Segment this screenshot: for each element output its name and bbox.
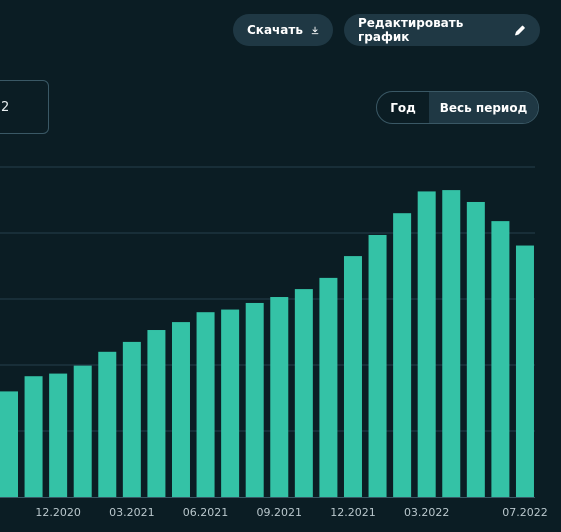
download-icon	[311, 26, 319, 34]
bar-07.2021[interactable]	[221, 309, 240, 497]
x-tick-label: 06.2021	[183, 506, 229, 519]
bar-12.2021[interactable]	[343, 256, 362, 497]
bar-03.2021[interactable]	[122, 341, 141, 497]
period-option-year[interactable]: Год	[390, 100, 416, 115]
pencil-icon	[515, 25, 525, 35]
bar-07.2022[interactable]	[515, 245, 534, 497]
bar-11.2021[interactable]	[319, 277, 338, 497]
download-button-label: Скачать	[247, 23, 303, 37]
bars	[0, 190, 534, 498]
bar-02.2022[interactable]	[393, 213, 412, 497]
bar-08.2021[interactable]	[245, 302, 264, 497]
bar-01.2021[interactable]	[73, 365, 92, 497]
indicator-select-value: 2	[1, 99, 10, 115]
bar-04.2021[interactable]	[147, 330, 166, 497]
x-tick-label: 03.2021	[109, 506, 155, 519]
indicator-select[interactable]: 2	[0, 80, 49, 134]
bar-10.2020[interactable]	[0, 391, 18, 497]
bar-12.2020[interactable]	[49, 373, 68, 497]
bar-01.2022[interactable]	[368, 234, 387, 498]
x-tick-label: 09.2021	[257, 506, 303, 519]
edit-chart-button-label: Редактировать график	[358, 16, 464, 44]
bar-05.2022[interactable]	[466, 201, 485, 498]
bar-10.2021[interactable]	[294, 289, 313, 497]
bar-06.2022[interactable]	[491, 221, 510, 497]
x-tick-label: 03.2022	[404, 506, 450, 519]
download-button[interactable]: Скачать	[233, 14, 333, 46]
bar-03.2022[interactable]	[417, 191, 436, 498]
period-toggle[interactable]: Год Весь период	[376, 91, 539, 124]
x-tick-label: 12.2020	[35, 506, 81, 519]
bar-09.2021[interactable]	[270, 297, 289, 497]
x-tick-label: 07.2022	[502, 506, 548, 519]
x-tick-labels: 12.2020 03.2021 06.2021 09.2021 12.2021 03.20…	[35, 506, 547, 519]
bar-04.2022[interactable]	[442, 190, 461, 497]
bar-06.2021[interactable]	[196, 312, 215, 497]
bar-02.2021[interactable]	[98, 351, 117, 497]
bar-11.2020[interactable]	[24, 376, 43, 497]
x-tick-label: 12.2021	[330, 506, 376, 519]
period-option-all[interactable]: Весь период	[429, 92, 538, 123]
bar-05.2021[interactable]	[171, 322, 190, 497]
edit-chart-button[interactable]: Редактировать график	[344, 14, 540, 46]
